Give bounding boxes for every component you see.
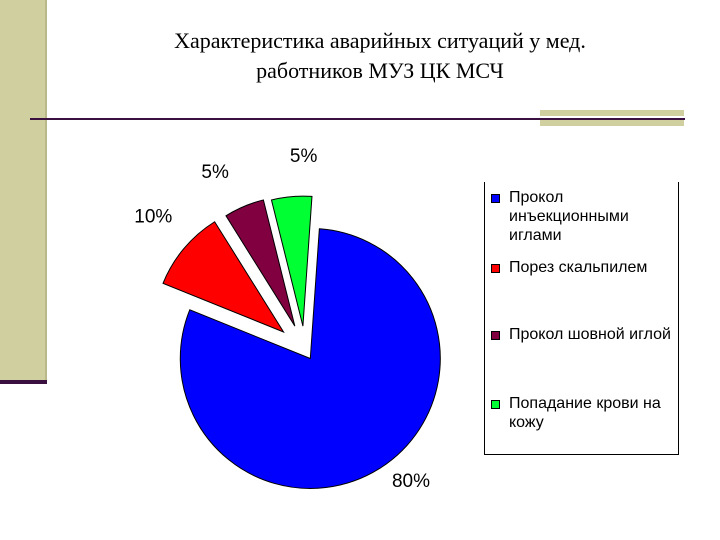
legend-label: Порез скальпилем xyxy=(509,259,648,276)
pie-slice xyxy=(270,195,313,327)
pie-slice xyxy=(162,221,285,334)
decorative-band-edge xyxy=(45,0,47,383)
pie-slice-label: 80% xyxy=(392,471,430,492)
decorative-band-underline xyxy=(0,380,47,384)
slide-title: Характеристика аварийных ситуаций у мед.… xyxy=(60,26,700,86)
pie-slice xyxy=(179,228,441,489)
legend-label: Попадание крови на кожу xyxy=(509,395,661,431)
chart-legend: Прокол инъекционными иглами Порез скальп… xyxy=(484,182,679,455)
legend-swatch xyxy=(491,331,500,340)
legend-swatch xyxy=(491,400,500,409)
decorative-left-band xyxy=(0,0,47,383)
slide-title-line-2: работников МУЗ ЦК МСЧ xyxy=(256,58,504,83)
pie-slice-label: 5% xyxy=(290,146,318,167)
divider-decoration xyxy=(540,110,684,126)
legend-swatch xyxy=(491,264,500,273)
legend-label: Прокол инъекционными иглами xyxy=(509,189,629,244)
legend-label: Прокол шовной иглой xyxy=(509,326,671,343)
legend-swatch xyxy=(491,194,500,203)
pie-slice-label: 10% xyxy=(134,207,172,228)
title-divider-rule xyxy=(30,118,685,120)
pie-slice xyxy=(225,199,296,327)
pie-slice-label: 5% xyxy=(201,162,229,183)
slide-title-line-1: Характеристика аварийных ситуаций у мед. xyxy=(174,28,586,53)
